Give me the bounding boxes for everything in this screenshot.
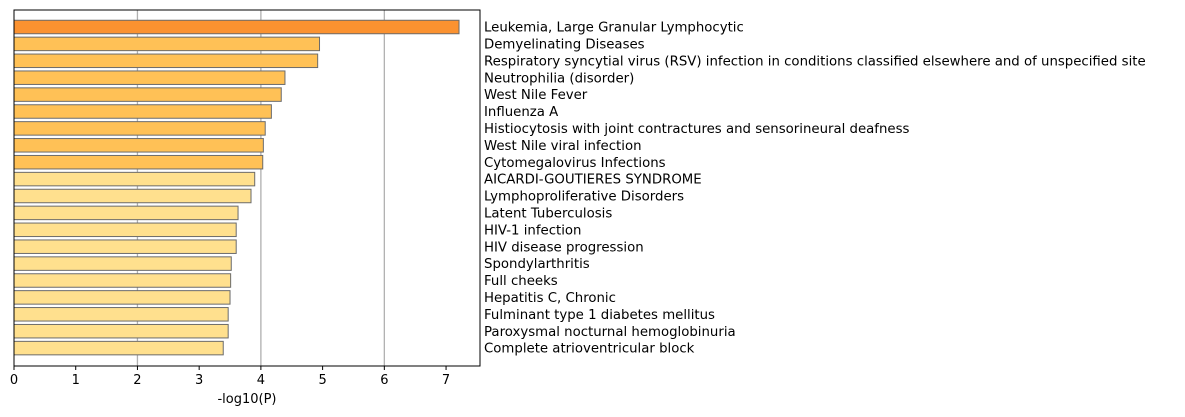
bar	[13, 87, 282, 102]
bar	[13, 171, 256, 187]
bar	[13, 19, 460, 35]
bar	[13, 36, 321, 52]
category-label: Demyelinating Diseases	[484, 38, 645, 53]
bar	[13, 138, 264, 153]
x-tick-label: 7	[442, 373, 450, 388]
category-label: Neutrophilia (disorder)	[484, 71, 634, 86]
bar	[13, 323, 229, 339]
x-tick-label: 1	[72, 373, 80, 388]
bar	[13, 70, 286, 85]
category-labels: Leukemia, Large Granular Lymphocytic Demy…	[484, 21, 1146, 357]
category-label: Respiratory syncytial virus (RSV) infect…	[484, 54, 1146, 69]
category-label: Complete atrioventricular block	[484, 342, 695, 357]
category-label: Fulminant type 1 diabetes mellitus	[484, 308, 715, 323]
category-label: AICARDI-GOUTIERES SYNDROME	[484, 173, 702, 188]
bar	[13, 121, 266, 136]
x-tick-label: 0	[10, 373, 18, 388]
bar	[13, 104, 272, 119]
category-label: Histiocytosis with joint contractures an…	[484, 122, 910, 137]
bar	[13, 273, 232, 288]
bar	[13, 205, 239, 221]
gridlines	[136, 10, 385, 366]
bar	[13, 307, 229, 322]
category-label: Hepatitis C, Chronic	[484, 291, 616, 306]
x-tick-label: 4	[257, 373, 265, 388]
category-label: Influenza A	[484, 105, 558, 120]
x-tick-label: 3	[195, 373, 203, 388]
bar	[13, 53, 319, 69]
x-tick-label: 5	[318, 373, 326, 388]
bar	[13, 290, 231, 305]
category-label: West Nile Fever	[484, 88, 588, 103]
category-label: Leukemia, Large Granular Lymphocytic	[484, 21, 744, 36]
x-tick-label: 2	[133, 373, 141, 388]
bars	[13, 19, 460, 356]
x-axis-label: -log10(P)	[217, 392, 276, 407]
category-label: West Nile viral infection	[484, 139, 642, 154]
bar	[13, 340, 224, 356]
category-label: Latent Tuberculosis	[484, 207, 612, 222]
category-label: Paroxysmal nocturnal hemoglobinuria	[484, 325, 736, 340]
bar	[13, 222, 237, 238]
x-axis-ticks: 0 1 2 3 4 5 6 7	[10, 366, 450, 388]
bar	[13, 154, 264, 170]
bar	[13, 239, 237, 254]
category-label: Spondylarthritis	[484, 257, 590, 272]
plot-frame	[13, 9, 481, 367]
category-label: Full cheeks	[484, 274, 558, 289]
category-label: Lymphoproliferative Disorders	[484, 190, 684, 205]
category-label: HIV-1 infection	[484, 223, 582, 238]
category-label: Cytomegalovirus Infections	[484, 156, 666, 171]
bar	[13, 188, 252, 204]
x-tick-label: 6	[380, 373, 388, 388]
category-label: HIV disease progression	[484, 240, 644, 255]
bar	[13, 256, 232, 271]
